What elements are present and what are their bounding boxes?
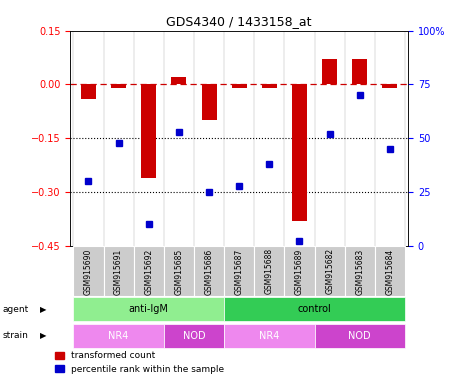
Text: strain: strain xyxy=(2,331,28,341)
Bar xyxy=(292,84,307,221)
Text: NOD: NOD xyxy=(182,331,205,341)
Text: GSM915689: GSM915689 xyxy=(295,248,304,295)
Bar xyxy=(164,246,194,296)
Bar xyxy=(375,246,405,296)
Text: GSM915691: GSM915691 xyxy=(114,248,123,295)
Bar xyxy=(232,84,247,88)
Bar xyxy=(345,246,375,296)
Bar xyxy=(171,77,186,84)
Bar xyxy=(111,84,126,88)
Text: NOD: NOD xyxy=(348,331,371,341)
Bar xyxy=(315,246,345,296)
Text: GSM915685: GSM915685 xyxy=(174,248,183,295)
Bar xyxy=(254,246,284,296)
Bar xyxy=(262,84,277,88)
Bar xyxy=(104,246,134,296)
Bar xyxy=(284,246,315,296)
Text: control: control xyxy=(298,304,332,314)
Bar xyxy=(73,246,104,296)
Bar xyxy=(73,324,164,348)
Bar xyxy=(134,246,164,296)
Text: GSM915690: GSM915690 xyxy=(84,248,93,295)
Bar xyxy=(202,84,217,120)
Bar xyxy=(224,246,254,296)
Bar xyxy=(315,324,405,348)
Bar xyxy=(322,60,337,84)
Bar xyxy=(382,84,397,88)
Bar xyxy=(224,297,405,321)
Bar xyxy=(224,324,315,348)
Text: NR4: NR4 xyxy=(259,331,280,341)
Text: GSM915686: GSM915686 xyxy=(204,248,213,295)
Text: anti-IgM: anti-IgM xyxy=(129,304,169,314)
Text: GSM915688: GSM915688 xyxy=(265,248,274,295)
Bar xyxy=(352,60,367,84)
Text: GSM915684: GSM915684 xyxy=(386,248,394,295)
Text: NR4: NR4 xyxy=(108,331,129,341)
Title: GDS4340 / 1433158_at: GDS4340 / 1433158_at xyxy=(166,15,312,28)
Bar xyxy=(81,84,96,99)
Bar xyxy=(164,324,224,348)
Bar xyxy=(141,84,156,178)
Text: agent: agent xyxy=(2,305,29,314)
Text: GSM915682: GSM915682 xyxy=(325,248,334,295)
Text: GSM915692: GSM915692 xyxy=(144,248,153,295)
Text: GSM915687: GSM915687 xyxy=(234,248,244,295)
Text: ▶: ▶ xyxy=(40,331,46,341)
Text: ▶: ▶ xyxy=(40,305,46,314)
Bar xyxy=(73,297,224,321)
Legend: transformed count, percentile rank within the sample: transformed count, percentile rank withi… xyxy=(52,348,228,377)
Bar xyxy=(194,246,224,296)
Text: GSM915683: GSM915683 xyxy=(356,248,364,295)
